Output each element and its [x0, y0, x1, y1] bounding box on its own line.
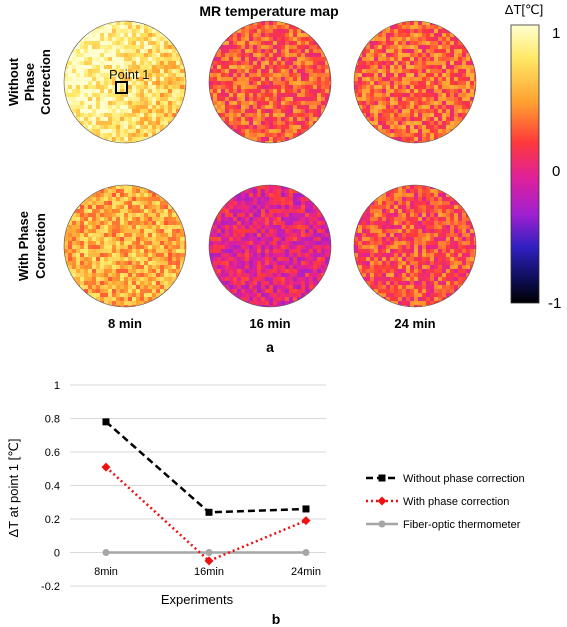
data-point — [102, 549, 110, 556]
temperature-map-0-1 — [208, 20, 332, 144]
x-tick-label: 16min — [194, 566, 224, 578]
roi-point-1-box — [115, 81, 128, 94]
row-label-with-line1: With Phase — [16, 211, 31, 281]
series-1 — [101, 462, 311, 566]
x-axis-label: Experiments — [161, 592, 234, 607]
legend: Without phase correction With phase corre… — [366, 473, 525, 531]
colorbar-tick-0: 0 — [552, 163, 560, 180]
temperature-maps — [63, 20, 477, 308]
row-label-without-line1: Without — [6, 57, 21, 106]
data-point — [205, 508, 213, 516]
data-point — [302, 549, 310, 556]
series-layer — [101, 418, 311, 566]
row-label-with-line2: Correction — [33, 213, 48, 279]
series-line — [105, 466, 307, 563]
y-tick-label: 0.6 — [45, 447, 60, 459]
data-point — [204, 556, 214, 566]
colorbar — [510, 24, 540, 304]
data-point — [302, 505, 310, 513]
panel-b-chart: -0.2 0 0.2 0.4 0.6 0.8 1 8min 16min 24min ΔT at … — [6, 380, 525, 627]
y-tick-label: -0.2 — [41, 581, 60, 593]
data-point — [301, 516, 311, 526]
x-tick-label: 24min — [291, 566, 321, 578]
panel-a-label: a — [266, 339, 274, 355]
series-0 — [102, 418, 310, 516]
colorbar-label: ΔT[℃] — [505, 2, 543, 17]
y-axis-label-text: ΔT at point 1 [℃] — [6, 439, 21, 538]
y-tick-labels: -0.2 0 0.2 0.4 0.6 0.8 1 — [41, 380, 60, 593]
row-label-without-line3: Correction — [38, 49, 53, 115]
panel-a: MR temperature map Point 1 Without Phase… — [6, 2, 561, 355]
gridlines — [70, 384, 326, 587]
legend-label: Fiber-optic thermometer — [403, 519, 521, 531]
row-label-with: With Phase Correction — [16, 211, 48, 281]
row-label-without-line2: Phase — [22, 63, 37, 101]
y-tick-label: 0.8 — [45, 414, 60, 426]
x-tick-labels: 8min 16min 24min — [94, 566, 321, 578]
column-label-16min: 16 min — [249, 316, 290, 331]
data-point — [101, 462, 111, 472]
y-tick-label: 1 — [54, 380, 60, 392]
data-point — [205, 549, 213, 556]
legend-label: Without phase correction — [403, 473, 525, 485]
y-tick-label: 0.4 — [45, 481, 60, 493]
row-label-without: Without Phase Correction — [6, 49, 53, 115]
temperature-map-1-2 — [353, 184, 477, 308]
map-title: MR temperature map — [199, 3, 338, 19]
roi-point-1-label: Point 1 — [109, 67, 149, 82]
colorbar-tick-1: 1 — [552, 25, 560, 42]
temperature-map-0-2 — [353, 20, 477, 144]
legend-item-1: With phase correction — [366, 496, 509, 508]
y-axis-label: ΔT at point 1 [℃] — [6, 439, 21, 538]
panel-b-label: b — [272, 611, 281, 627]
column-label-8min: 8 min — [108, 316, 142, 331]
x-tick-label: 8min — [94, 566, 118, 578]
legend-item-2: Fiber-optic thermometer — [366, 519, 521, 531]
y-tick-label: 0.2 — [45, 514, 60, 526]
temperature-map-1-0 — [63, 184, 187, 308]
colorbar-tick-neg1: -1 — [548, 295, 561, 312]
legend-item-0: Without phase correction — [366, 473, 525, 485]
legend-label: With phase correction — [403, 496, 509, 508]
temperature-map-1-1 — [208, 184, 332, 308]
series-2 — [102, 549, 310, 556]
y-tick-label: 0 — [54, 548, 60, 560]
data-point — [102, 418, 110, 426]
column-label-24min: 24 min — [394, 316, 435, 331]
series-line — [105, 420, 307, 514]
